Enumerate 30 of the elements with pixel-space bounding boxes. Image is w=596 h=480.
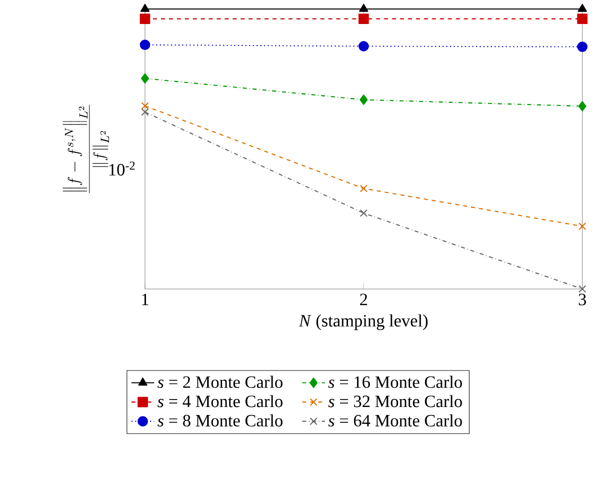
legend-label: s = 8 Monte Carlo: [158, 414, 282, 427]
y-axis-title: $\frac{\left\|f-f^{s,N}\right\|_{L^2}}{\left\|f\right\|_{L^2}}$: [62, 104, 109, 194]
point: [578, 222, 586, 230]
point: [578, 4, 587, 12]
point: [360, 209, 368, 217]
point: [140, 40, 150, 50]
legend-label: s = 64 Monte Carlo: [328, 414, 462, 427]
point: [141, 102, 149, 110]
point: [577, 14, 588, 24]
point: [141, 108, 149, 116]
point: [140, 4, 150, 12]
legend-label: s = 16 Monte Carlo: [328, 376, 462, 388]
x-tick-label: 3: [578, 294, 586, 306]
x-axis-title: N (stamping level): [298, 314, 428, 330]
text: 10$^{-2}$: [109, 162, 135, 176]
legend-label: s = 2 Monte Carlo: [158, 376, 282, 388]
point: [359, 4, 368, 12]
point: [360, 184, 368, 192]
point: [358, 41, 369, 52]
point: [577, 42, 588, 52]
point: [140, 14, 150, 24]
point: [578, 100, 586, 112]
x-tick-label: 2: [360, 294, 368, 306]
point: [360, 94, 368, 105]
point: [578, 285, 586, 293]
legend-label: s = 4 Monte Carlo: [158, 395, 282, 408]
x-tick-label: 1: [142, 294, 148, 306]
legend-label: s = 32 Monte Carlo: [328, 395, 462, 408]
point: [140, 73, 150, 84]
point: [358, 14, 369, 24]
